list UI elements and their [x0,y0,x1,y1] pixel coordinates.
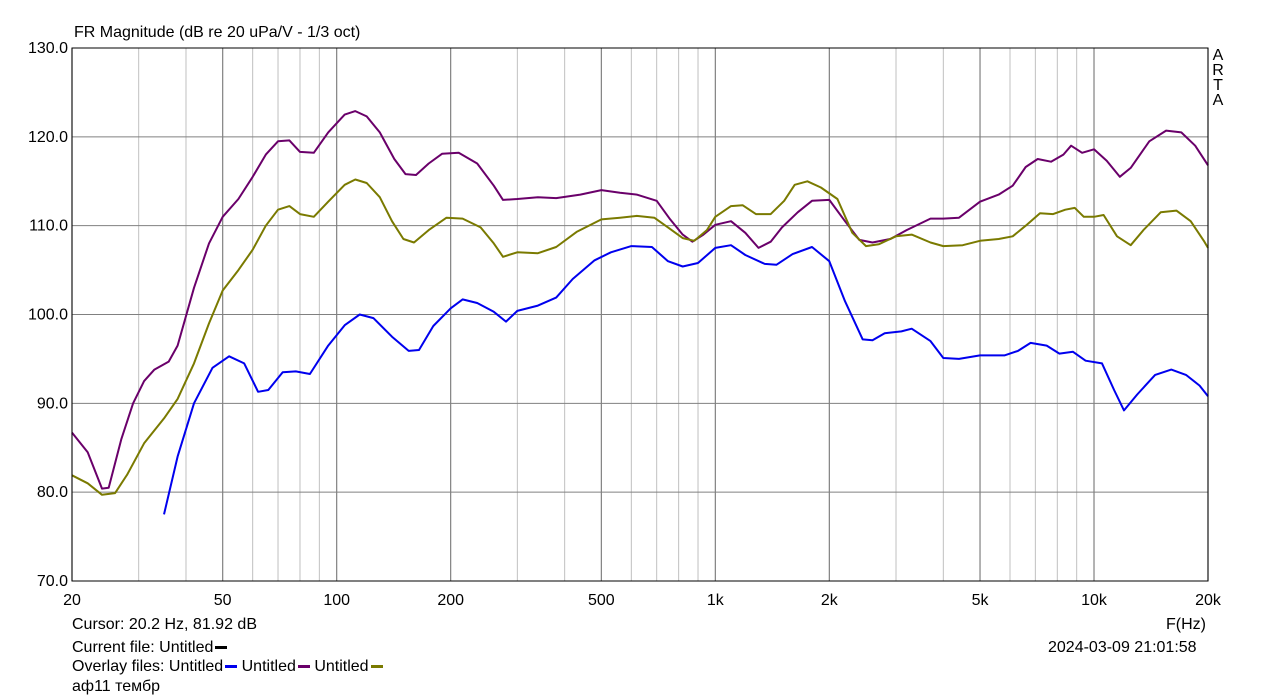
datetime-stamp: 2024-03-09 21:01:58 [1048,639,1197,656]
overlay-file-1: Untitled [168,658,238,675]
current-file-label: Current file: Untitled [72,639,214,656]
current-file-swatch [215,646,228,650]
y-tick-label: 120.0 [28,129,68,146]
x-tick-label: 50 [214,592,232,609]
x-tick-label: 500 [588,592,615,609]
chart-title: FR Magnitude (dB re 20 uPa/V - 1/3 oct) [74,24,361,41]
current-file-line: Current file: Untitled [72,639,228,657]
y-tick-label: 130.0 [28,40,68,57]
cursor-readout: Cursor: 20.2 Hz, 81.92 dB [72,616,257,633]
arta-letter-2: R [1212,62,1224,79]
y-tick-label: 110.0 [29,218,68,235]
chart-grid [71,47,1209,582]
overlay-files-label: Overlay files: [72,658,165,675]
overlay-file-2-swatch [297,665,310,669]
y-tick-label: 100.0 [28,307,68,324]
overlay-file-1-name: Untitled [168,658,224,675]
overlay-file-2: Untitled [242,658,310,675]
x-tick-label: 20k [1195,592,1222,609]
y-tick-label: 90.0 [37,395,68,412]
x-tick-label: 200 [437,592,464,609]
x-tick-label: 100 [323,592,350,609]
plot-area-border [71,47,1209,582]
x-tick-label: 10k [1081,592,1108,609]
note-text: аф11 тембр [72,678,161,695]
y-tick-label: 70.0 [37,573,68,590]
x-tick-label: 5k [972,592,990,609]
overlay-file-2-name: Untitled [241,658,296,675]
chart-tick-labels: 70.0 80.0 90.0 100.0 110.0 120.0 130.0 20 50 100 2… [28,40,1222,609]
x-axis-label: F(Hz) [1166,616,1206,633]
overlay-file-3-name: Untitled [314,658,369,675]
y-tick-label: 80.0 [37,484,68,501]
series-line-2 [71,110,1209,490]
arta-letter-3: T [1213,77,1223,94]
x-tick-label: 1k [707,592,725,609]
overlay-file-3: Untitled [314,658,383,675]
series-line-3 [71,178,1209,496]
arta-letter-4: A [1212,92,1224,109]
x-tick-label: 20 [63,592,81,609]
x-tick-label: 2k [821,592,839,609]
overlay-file-3-swatch [370,665,383,669]
overlay-file-1-swatch [225,665,238,669]
overlay-files-line: Overlay files: Untitled Untitled Untitle… [72,658,383,676]
arta-letter-1: A [1212,47,1224,64]
series-line-1 [163,244,1209,515]
chart-series [71,110,1209,515]
